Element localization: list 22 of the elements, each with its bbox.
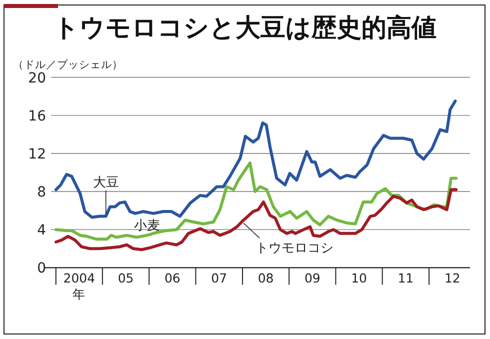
- x-tick-label: 08: [258, 270, 274, 286]
- x-tick-label: 10: [351, 270, 368, 286]
- x-tick-label: 12: [444, 270, 460, 286]
- y-axis-title: （ドル／ブッシェル）: [13, 58, 123, 71]
- line-series: [54, 100, 457, 219]
- y-tick-label: 8: [37, 184, 46, 201]
- x-tick-label: 11: [398, 270, 414, 286]
- x-tick-label: 09: [304, 270, 320, 286]
- chart-title: トウモロコシと大豆は歴史的高値: [54, 13, 436, 42]
- x-axis-title: 年: [72, 286, 86, 302]
- y-tick-label: 4: [37, 222, 46, 239]
- x-tick-label: 06: [164, 270, 180, 286]
- x-tick-label: 2004: [63, 270, 96, 286]
- y-tick-label: 20: [28, 70, 46, 86]
- series-label: トウモロコシ: [256, 241, 334, 256]
- y-tick-label: 12: [28, 146, 46, 162]
- series-label: 小麦: [134, 218, 160, 234]
- y-tick-label: 16: [28, 108, 46, 124]
- x-tick-label: 07: [211, 270, 228, 286]
- y-tick-label: 0: [37, 260, 46, 277]
- series-label: 大豆: [92, 175, 119, 190]
- x-tick-label: 05: [118, 270, 134, 286]
